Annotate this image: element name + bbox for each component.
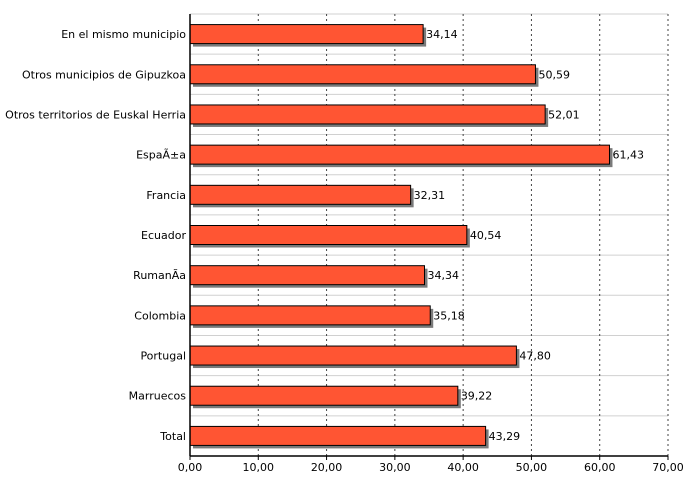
category-label: Otros territorios de Euskal Herria xyxy=(5,108,186,121)
x-tick-label: 40,00 xyxy=(447,461,479,474)
bar-value-label: 61,43 xyxy=(612,149,644,162)
bar xyxy=(189,425,487,446)
category-label: Total xyxy=(159,430,186,443)
bar-value-label: 43,29 xyxy=(489,430,521,443)
bar xyxy=(189,184,412,205)
bar-value-label: 35,18 xyxy=(433,309,465,322)
x-tick-label: 70,00 xyxy=(652,461,684,474)
bars xyxy=(189,24,613,449)
bar-value-label: 39,22 xyxy=(461,390,493,403)
bar xyxy=(189,345,517,366)
x-tick-label: 0,00 xyxy=(178,461,203,474)
bar xyxy=(189,225,468,245)
category-label: Portugal xyxy=(140,350,186,363)
bar-value-label: 32,31 xyxy=(414,189,446,202)
category-label: EspaÃ±a xyxy=(136,149,186,162)
bar xyxy=(189,104,546,125)
x-tick-label: 60,00 xyxy=(584,461,616,474)
category-label: En el mismo municipio xyxy=(61,28,186,41)
x-tick-label: 30,00 xyxy=(379,461,411,474)
bar xyxy=(189,64,536,85)
x-tick-label: 20,00 xyxy=(311,461,343,474)
category-label: Colombia xyxy=(134,309,186,322)
bar xyxy=(189,385,459,406)
bar-value-label: 40,54 xyxy=(470,229,502,242)
category-label: Marruecos xyxy=(129,390,187,403)
bar xyxy=(189,305,431,326)
bar-value-label: 34,34 xyxy=(427,269,459,282)
bar-value-label: 52,01 xyxy=(548,108,580,121)
x-tick-label: 50,00 xyxy=(516,461,548,474)
category-label: Francia xyxy=(146,189,186,202)
bar xyxy=(189,144,610,165)
category-label: RumanÃ­a xyxy=(133,269,186,282)
labels: 34,14 En el mismo municipio 50,59 Otros mun… xyxy=(5,28,684,474)
bar xyxy=(189,265,425,286)
bar-value-label: 50,59 xyxy=(538,68,570,81)
bar-value-label: 34,14 xyxy=(426,28,458,41)
axes xyxy=(189,14,669,460)
category-label: Otros municipios de Gipuzkoa xyxy=(22,68,186,81)
bar-value-label: 47,80 xyxy=(519,350,551,363)
category-label: Ecuador xyxy=(141,229,186,242)
bar xyxy=(189,24,424,45)
x-tick-label: 10,00 xyxy=(243,461,275,474)
